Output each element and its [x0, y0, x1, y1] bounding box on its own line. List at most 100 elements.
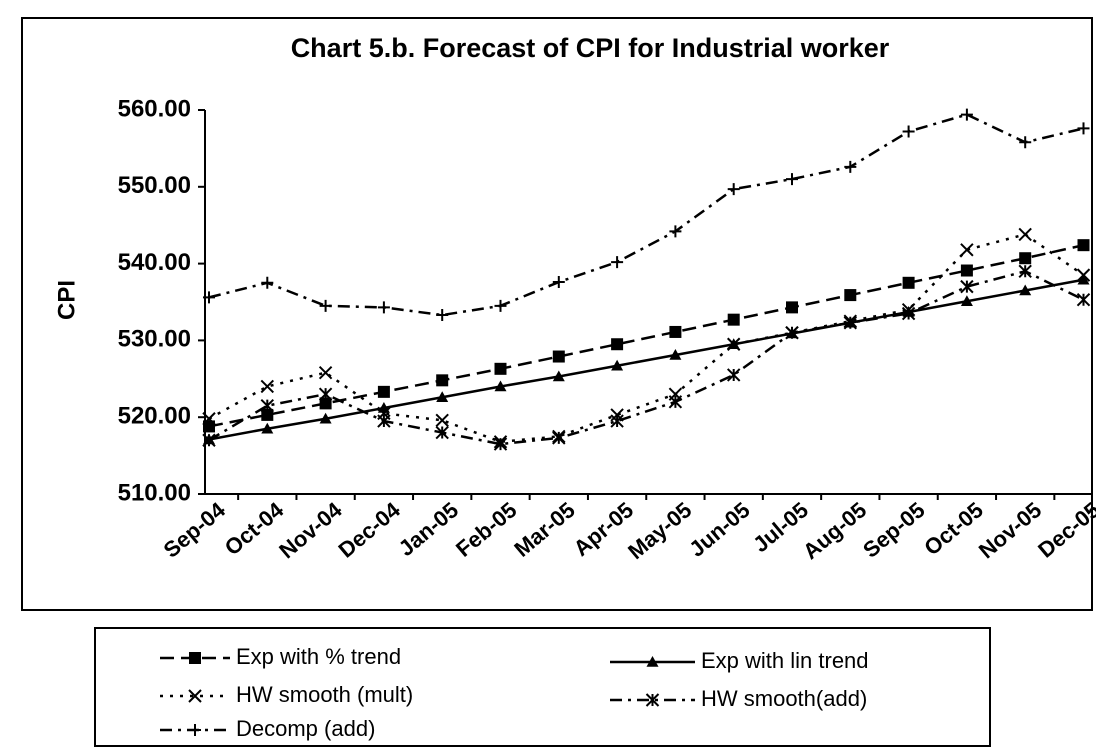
marker: [901, 306, 916, 321]
x-tick-label: Oct-05: [919, 497, 988, 560]
marker: [669, 325, 682, 338]
x-tick-label: Sep-04: [159, 497, 231, 563]
marker: [261, 422, 274, 434]
marker: [260, 379, 275, 394]
marker: [902, 276, 915, 289]
marker: [319, 412, 332, 424]
marker: [552, 276, 565, 289]
marker: [494, 362, 507, 375]
marker: [1077, 122, 1090, 135]
marker: [960, 295, 973, 307]
x-tick-label: May-05: [623, 497, 696, 564]
y-tick-label: 520.00: [118, 403, 191, 430]
marker: [202, 412, 216, 426]
marker: [261, 276, 274, 289]
chart-frame: [21, 17, 1093, 611]
chart-title: Chart 5.b. Forecast of CPI for Industria…: [291, 33, 890, 63]
marker: [261, 408, 274, 421]
marker: [726, 337, 741, 351]
marker: [1018, 264, 1032, 278]
x-tick-label: Mar-05: [509, 497, 579, 562]
marker: [611, 359, 624, 371]
legend-label: Exp with lin trend: [701, 648, 869, 673]
marker: [727, 183, 740, 196]
legend-label: Decomp (add): [236, 716, 375, 741]
marker: [727, 313, 740, 326]
marker: [843, 316, 858, 330]
marker: [1077, 239, 1090, 252]
marker: [645, 693, 660, 707]
x-tick-label: Dec-04: [334, 497, 406, 563]
marker: [1019, 136, 1032, 149]
marker: [786, 173, 798, 186]
marker: [1077, 273, 1090, 285]
marker: [668, 395, 683, 409]
marker: [785, 326, 799, 340]
series-line: [208, 269, 1085, 446]
legend-label: Exp with % trend: [236, 644, 401, 669]
series-line: [208, 278, 1084, 441]
series-line: [208, 113, 1084, 317]
marker: [669, 348, 682, 360]
marker: [435, 425, 449, 440]
marker: [960, 264, 973, 277]
x-tick-label: Jun-05: [684, 497, 754, 562]
marker: [786, 301, 798, 314]
marker: [319, 299, 332, 312]
x-tick-label: Sep-05: [858, 497, 929, 563]
x-tick-label: Nov-04: [274, 497, 347, 564]
series-line: [208, 233, 1085, 444]
marker: [1076, 292, 1091, 307]
marker: [319, 397, 332, 410]
marker: [494, 299, 507, 312]
marker: [669, 225, 682, 238]
marker: [552, 370, 565, 382]
marker: [960, 279, 974, 294]
marker: [552, 350, 565, 363]
marker: [1019, 284, 1032, 296]
x-tick-label: Dec-05: [1033, 497, 1096, 563]
marker: [377, 385, 390, 398]
marker: [436, 309, 449, 322]
marker: [436, 374, 449, 387]
x-tick-label: Feb-05: [451, 497, 521, 562]
marker: [189, 652, 201, 664]
marker: [1019, 252, 1032, 265]
marker: [260, 398, 275, 413]
marker: [189, 724, 201, 736]
marker: [435, 413, 449, 427]
y-tick-label: 550.00: [118, 172, 191, 199]
legend-label: HW smooth(add): [701, 686, 867, 711]
x-tick-label: Aug-05: [798, 497, 871, 564]
marker: [960, 243, 974, 257]
marker: [726, 368, 741, 382]
marker: [611, 256, 624, 269]
marker: [188, 689, 202, 703]
marker: [318, 387, 333, 401]
marker: [902, 125, 915, 138]
marker: [1076, 268, 1091, 282]
y-tick-label: 560.00: [118, 95, 191, 122]
series-line: [208, 243, 1084, 428]
x-tick-label: Nov-05: [974, 497, 1046, 563]
y-tick-label: 510.00: [118, 479, 191, 506]
marker: [1018, 227, 1032, 242]
y-axis-label: CPI: [53, 280, 80, 320]
marker: [318, 365, 333, 380]
marker: [552, 431, 566, 445]
marker: [377, 301, 390, 314]
y-tick-label: 530.00: [118, 326, 191, 353]
marker: [203, 291, 215, 304]
marker: [377, 414, 391, 428]
legend-box: [94, 627, 991, 747]
marker: [493, 437, 508, 451]
marker: [610, 414, 624, 428]
marker: [436, 391, 449, 403]
marker: [611, 338, 624, 351]
marker: [203, 420, 215, 433]
legend-label: HW smooth (mult): [236, 682, 413, 707]
marker: [646, 656, 659, 667]
marker: [844, 289, 857, 302]
marker: [960, 108, 973, 121]
